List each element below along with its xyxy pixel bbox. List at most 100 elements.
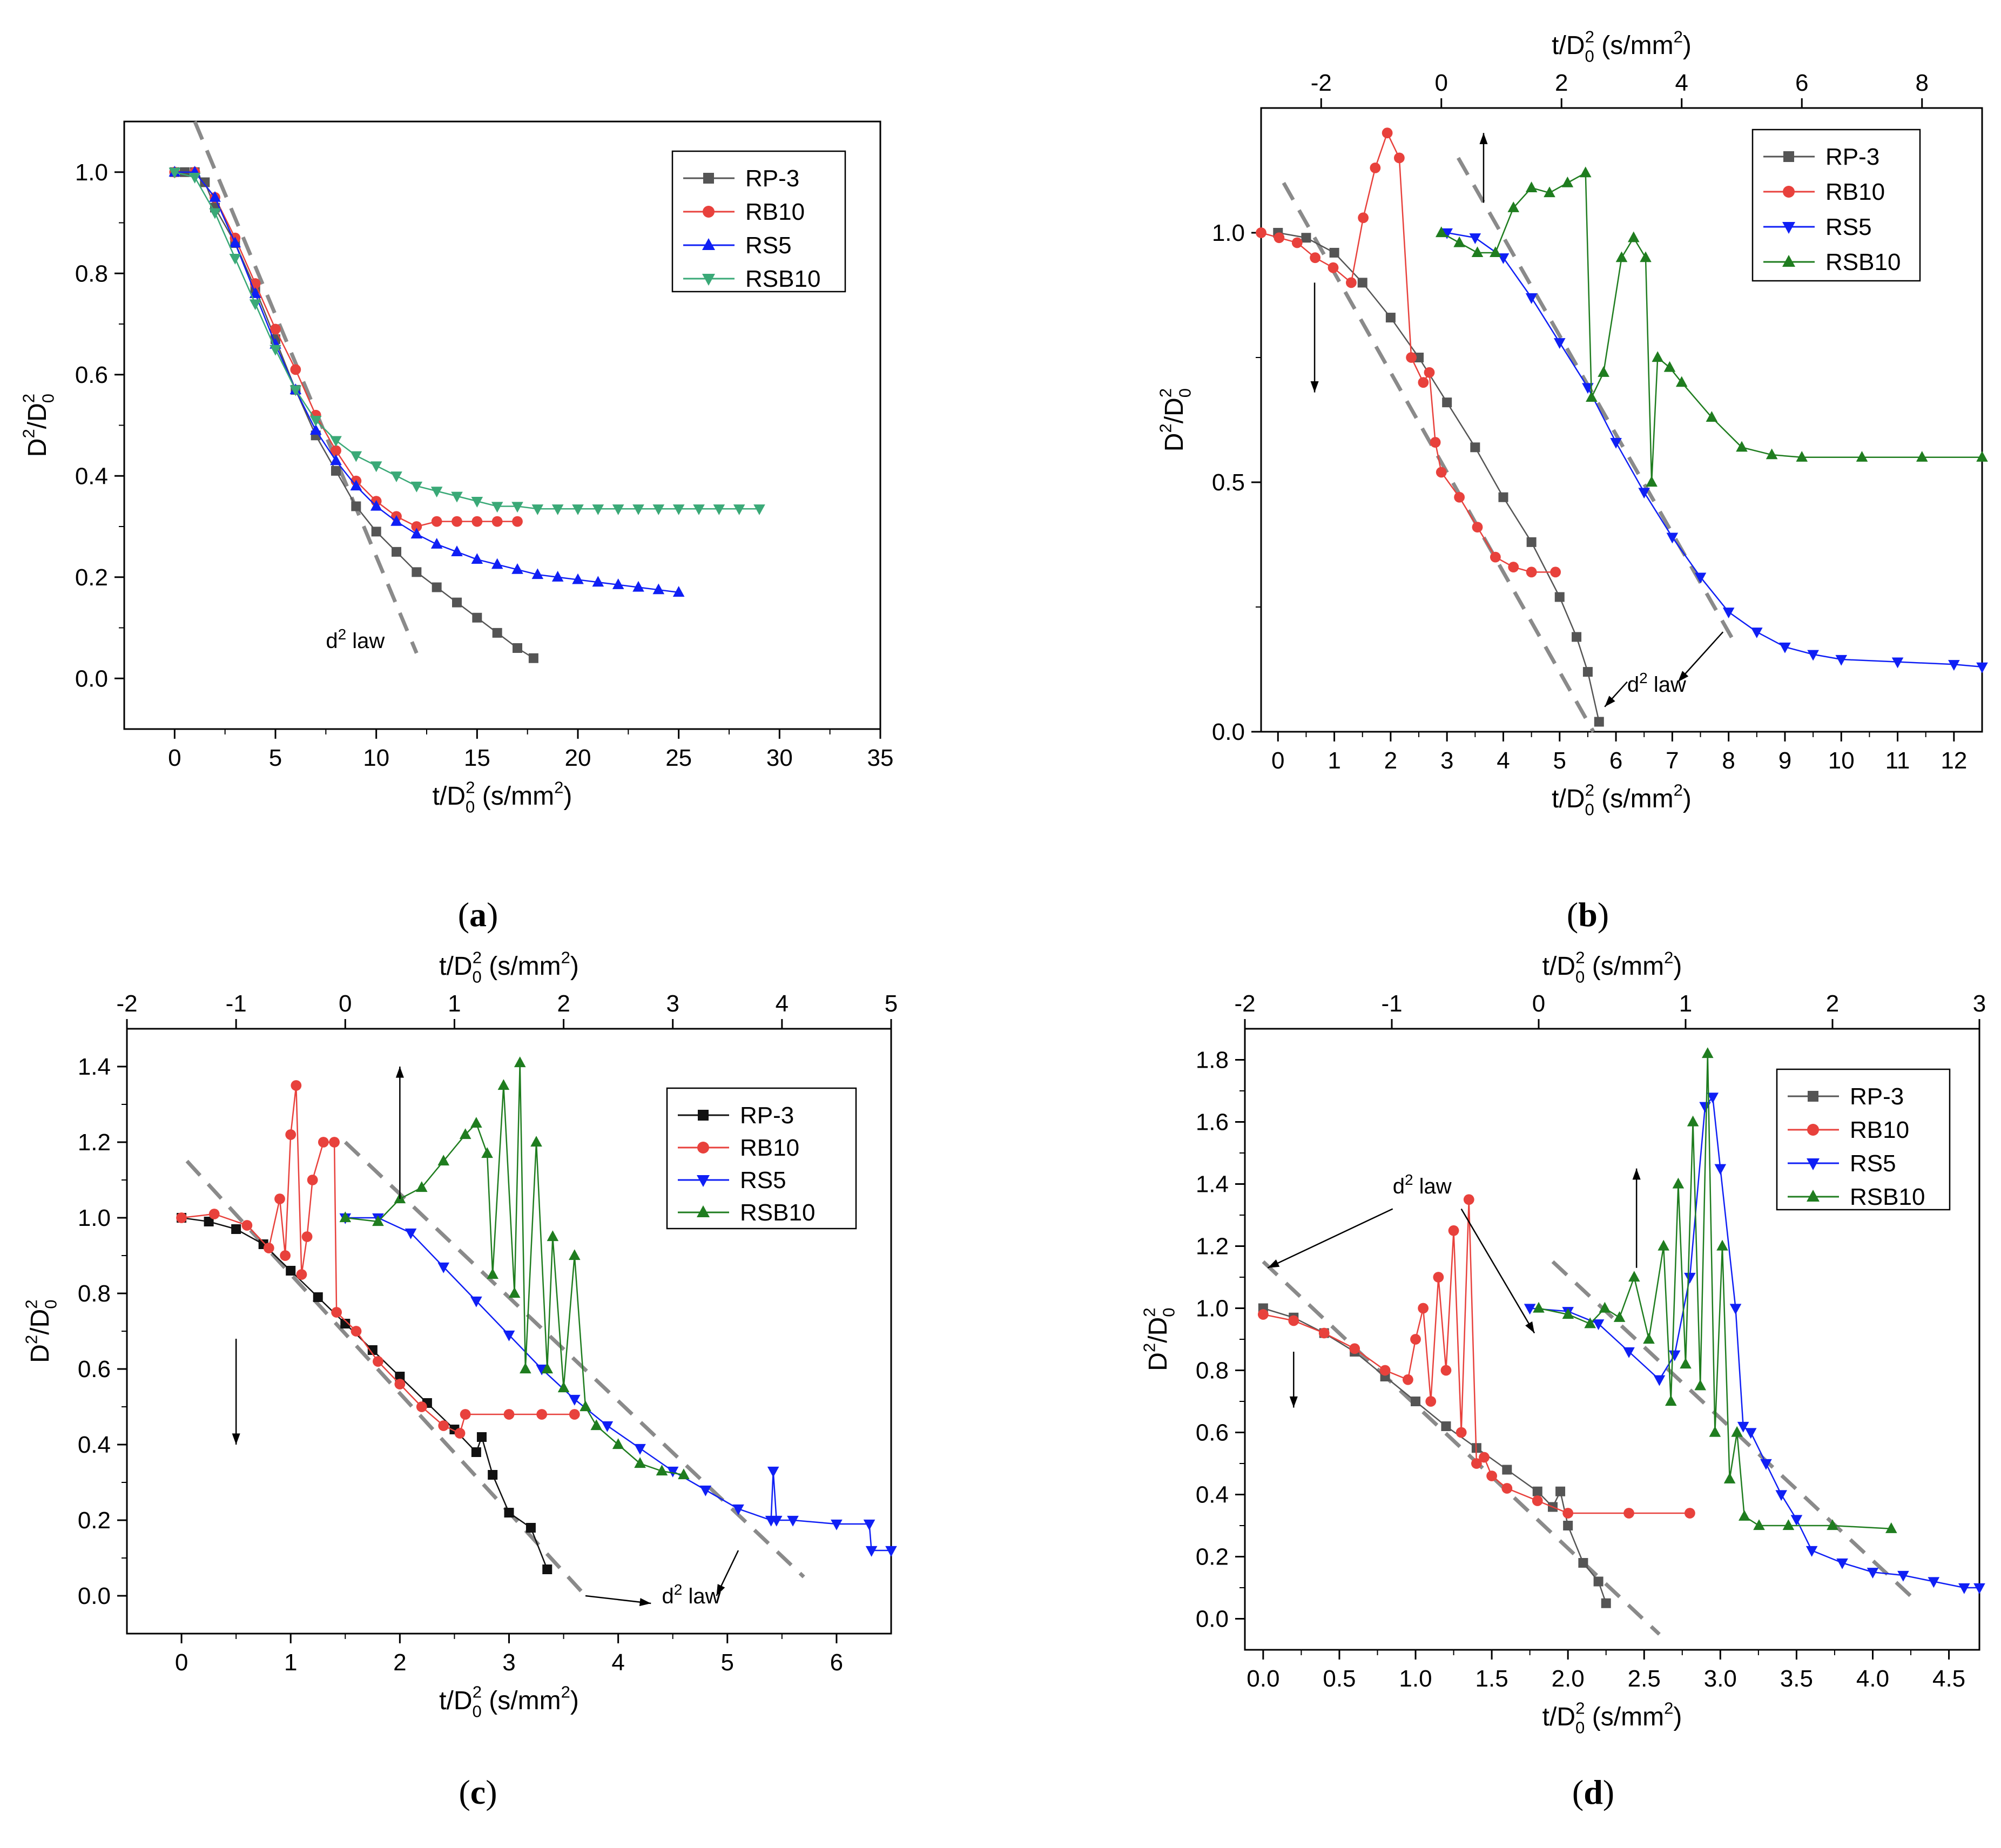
x-tick-label: 3.5 bbox=[1780, 1665, 1813, 1692]
data-point bbox=[1448, 1225, 1459, 1236]
data-point bbox=[169, 167, 181, 179]
x-tick-label: 0 bbox=[175, 1649, 188, 1676]
d2-law-label: d2 law bbox=[1627, 670, 1686, 697]
x-tick-label: 30 bbox=[766, 745, 793, 771]
data-point bbox=[410, 528, 423, 539]
data-point bbox=[580, 1400, 591, 1412]
data-point bbox=[1498, 492, 1508, 502]
data-point bbox=[1856, 451, 1868, 462]
data-point bbox=[274, 1193, 285, 1204]
data-point bbox=[330, 454, 342, 466]
legend-marker bbox=[702, 274, 715, 286]
legend-entry-RP-3: RP-3 bbox=[683, 165, 799, 192]
series-RS5 bbox=[169, 166, 685, 597]
data-point bbox=[1640, 251, 1652, 262]
series-line bbox=[1261, 131, 1556, 573]
data-point bbox=[652, 583, 665, 595]
data-point bbox=[1613, 1311, 1626, 1322]
series-RSB10 bbox=[339, 1056, 690, 1480]
x-tick-label: 4.0 bbox=[1856, 1665, 1889, 1692]
y-tick-label: 0.6 bbox=[75, 362, 108, 388]
legend-entry-RSB10: RSB10 bbox=[678, 1199, 815, 1226]
data-point bbox=[451, 491, 463, 503]
top-x-axis-label: t/D02 (s/mm2) bbox=[1552, 27, 1692, 65]
y-tick-label: 0.4 bbox=[78, 1432, 111, 1458]
data-point bbox=[1501, 1483, 1513, 1494]
data-point bbox=[370, 461, 382, 473]
data-point bbox=[1533, 1301, 1545, 1313]
series-RSB10 bbox=[169, 167, 765, 515]
data-point bbox=[601, 1421, 614, 1432]
data-point bbox=[733, 504, 745, 515]
data-point bbox=[1472, 522, 1483, 533]
data-point bbox=[632, 581, 644, 592]
data-point bbox=[371, 527, 381, 537]
data-point bbox=[504, 1508, 514, 1517]
data-point bbox=[1469, 233, 1481, 244]
data-point bbox=[1707, 1092, 1719, 1104]
data-point bbox=[513, 643, 522, 653]
data-point bbox=[590, 1419, 603, 1431]
annotation-arrow bbox=[1479, 133, 1488, 203]
series-line bbox=[174, 171, 679, 593]
data-point bbox=[656, 1465, 668, 1476]
legend-box bbox=[1751, 129, 1921, 282]
legend-entry-RP-3: RP-3 bbox=[1788, 1083, 1904, 1110]
data-point bbox=[1418, 1303, 1429, 1314]
data-point bbox=[1418, 377, 1429, 388]
x-tick-label: 20 bbox=[565, 745, 591, 771]
data-point bbox=[1694, 1379, 1706, 1391]
x-tick-label: 4 bbox=[1497, 747, 1510, 774]
data-point bbox=[1502, 1465, 1512, 1475]
data-point bbox=[557, 1381, 570, 1393]
d2-law-dashed-line bbox=[343, 1141, 805, 1579]
data-point bbox=[1436, 467, 1447, 478]
x-tick-label: 12 bbox=[1941, 747, 1967, 774]
x-tick-label: 0 bbox=[1271, 747, 1284, 774]
data-point bbox=[1598, 366, 1609, 377]
x-axis-label: t/D02 (s/mm2) bbox=[433, 778, 572, 816]
data-point bbox=[200, 177, 210, 187]
top-x-tick-label: 1 bbox=[448, 990, 461, 1017]
top-x-tick-label: 2 bbox=[1826, 990, 1839, 1017]
x-tick-label: 3.0 bbox=[1704, 1665, 1737, 1692]
legend-entry-RS5: RS5 bbox=[678, 1167, 786, 1193]
legend-entry-RB10: RB10 bbox=[1788, 1117, 1909, 1143]
data-point bbox=[1973, 1583, 1985, 1594]
data-point bbox=[1731, 1426, 1743, 1437]
data-point bbox=[1836, 1558, 1848, 1569]
data-point bbox=[1385, 313, 1396, 323]
legend-entry-RB10: RB10 bbox=[678, 1135, 799, 1161]
data-point bbox=[1526, 566, 1537, 578]
data-point bbox=[1414, 353, 1424, 362]
y-tick-label: 0.6 bbox=[1196, 1420, 1229, 1446]
annotation-arrow bbox=[232, 1339, 240, 1445]
data-point bbox=[309, 416, 322, 427]
data-point bbox=[1424, 367, 1435, 378]
data-point bbox=[1554, 592, 1565, 602]
x-tick-label: 4.5 bbox=[1932, 1665, 1965, 1692]
data-point bbox=[1584, 1317, 1596, 1328]
x-tick-label: 2.0 bbox=[1552, 1665, 1585, 1692]
legend-label: RSB10 bbox=[745, 266, 820, 292]
data-point bbox=[1442, 397, 1452, 408]
legend-entry-RSB10: RSB10 bbox=[1763, 249, 1901, 275]
series-RP-3 bbox=[170, 167, 538, 663]
data-point bbox=[307, 1175, 318, 1185]
data-point bbox=[699, 1485, 712, 1496]
legend-entry-RS5: RS5 bbox=[1763, 214, 1872, 240]
panel-label-text: (a) bbox=[458, 895, 498, 934]
data-point bbox=[241, 1220, 253, 1231]
y-axis-label: D2/D02 bbox=[19, 394, 57, 457]
data-point bbox=[536, 1409, 548, 1420]
data-point bbox=[430, 538, 443, 549]
data-point bbox=[1562, 1508, 1574, 1519]
data-point bbox=[634, 1444, 646, 1455]
data-point bbox=[1507, 201, 1520, 212]
data-point bbox=[1440, 1365, 1452, 1376]
data-point bbox=[1594, 717, 1604, 727]
top-x-axis-label: t/D02 (s/mm2) bbox=[1542, 948, 1682, 986]
data-point bbox=[1663, 361, 1676, 372]
d2-law-dashed-line bbox=[1262, 1260, 1661, 1636]
data-point bbox=[512, 516, 523, 527]
